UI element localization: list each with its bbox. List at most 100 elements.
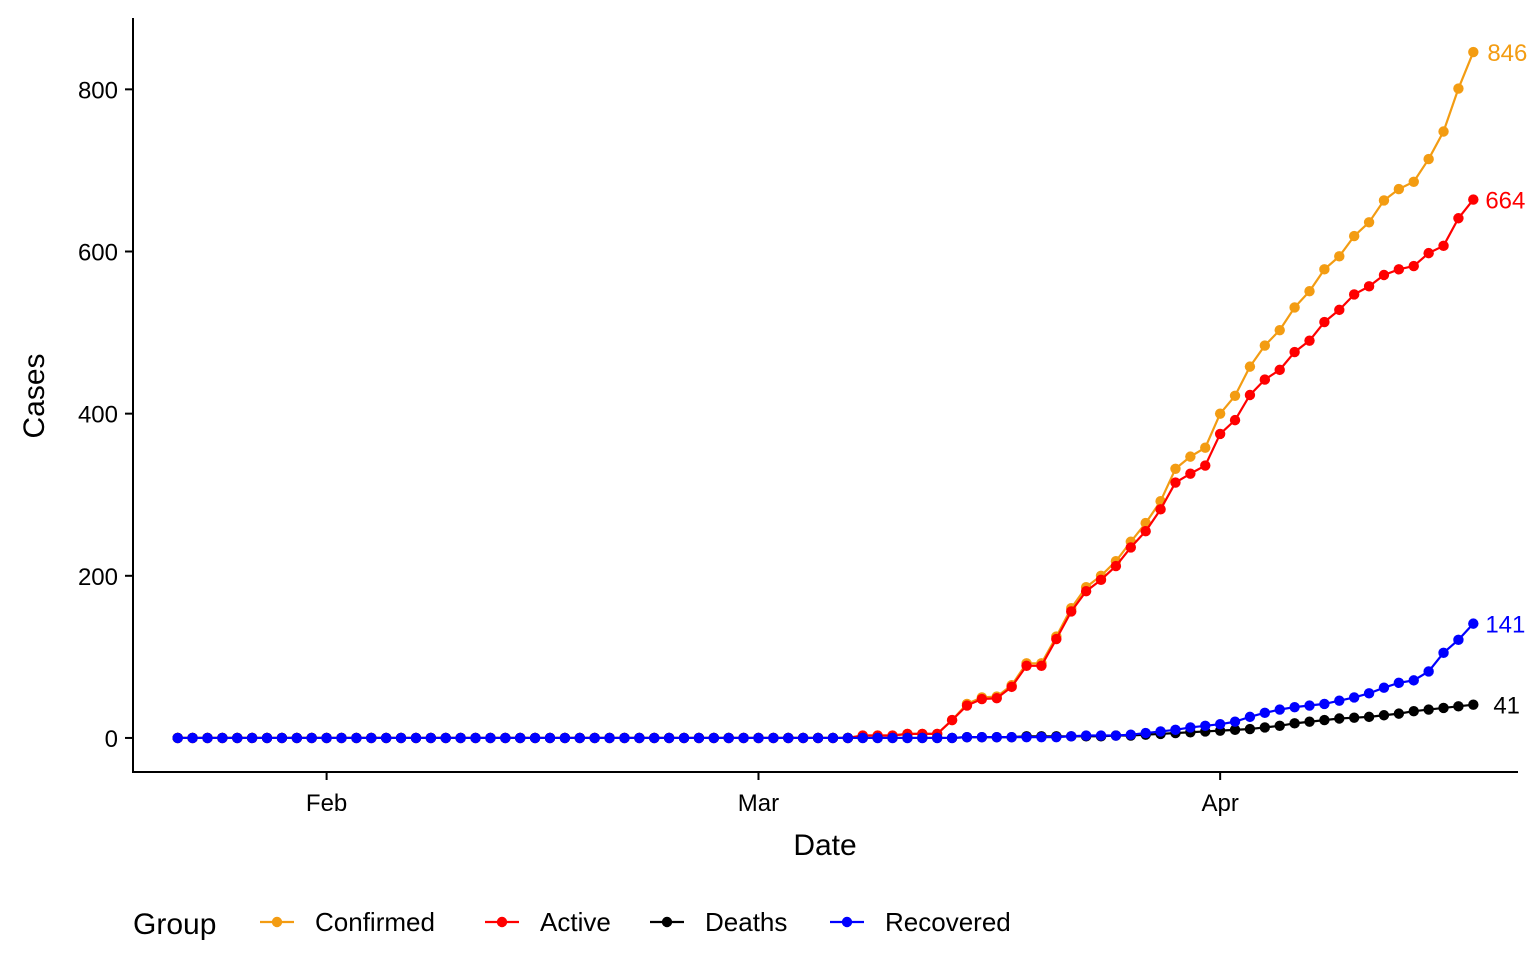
- data-point: [946, 732, 958, 744]
- data-point: [1453, 701, 1464, 712]
- data-point: [1363, 711, 1375, 723]
- y-tick-label: 400: [78, 402, 118, 429]
- data-point: [797, 732, 809, 744]
- legend-key-point: [661, 916, 673, 928]
- data-point: [708, 732, 720, 744]
- data-point: [1021, 731, 1032, 743]
- data-point: [902, 732, 913, 744]
- legend-item-confirmed: Confirmed: [260, 907, 435, 937]
- legend: Group Confirmed Active Deaths Recovered: [133, 907, 1011, 941]
- y-tick-label: 600: [78, 239, 118, 266]
- data-point: [1080, 730, 1092, 741]
- end-value-label: 141: [1485, 612, 1525, 639]
- legend-key-point: [496, 916, 508, 928]
- data-point: [1036, 660, 1047, 671]
- data-point: [1274, 704, 1285, 715]
- data-point: [1259, 374, 1271, 385]
- data-point: [1066, 606, 1077, 617]
- legend-key-point: [841, 916, 853, 928]
- data-point: [1334, 304, 1345, 316]
- data-point: [1110, 730, 1122, 741]
- data-point: [1095, 574, 1107, 586]
- data-point: [1170, 477, 1181, 488]
- data-point: [1244, 361, 1256, 372]
- data-point: [678, 732, 690, 744]
- legend-key-point: [271, 916, 283, 928]
- y-axis-ticks: 0 200 400 600 800: [78, 77, 133, 753]
- legend-label: Active: [540, 907, 611, 937]
- data-point: [842, 732, 854, 744]
- data-point: [1170, 724, 1181, 736]
- data-point: [1229, 716, 1241, 727]
- data-point: [1348, 289, 1360, 300]
- data-point: [306, 732, 317, 744]
- data-point: [1006, 681, 1017, 693]
- data-point: [857, 732, 868, 744]
- data-point: [276, 732, 288, 744]
- end-value-label: 664: [1485, 188, 1525, 215]
- data-point: [1304, 286, 1315, 297]
- data-point: [485, 732, 496, 744]
- data-point: [395, 732, 407, 744]
- data-point: [1319, 264, 1330, 275]
- series-confirmed: 846: [172, 40, 1527, 744]
- data-point: [1304, 716, 1315, 727]
- data-point: [1259, 707, 1271, 719]
- data-point: [604, 732, 615, 744]
- data-point: [425, 732, 437, 744]
- data-point: [366, 732, 377, 744]
- data-point: [1036, 731, 1047, 743]
- data-point: [1066, 731, 1077, 742]
- data-point: [1453, 213, 1464, 224]
- data-point: [291, 732, 303, 744]
- data-point: [1348, 692, 1360, 703]
- data-point: [1229, 724, 1241, 736]
- data-point: [1423, 666, 1434, 677]
- end-value-label: 41: [1493, 693, 1520, 720]
- data-point: [1185, 722, 1196, 733]
- data-point: [768, 732, 779, 744]
- data-point: [1408, 260, 1419, 272]
- data-point: [1378, 195, 1390, 206]
- data-point: [1259, 722, 1271, 733]
- data-point: [351, 732, 362, 744]
- data-point: [1393, 708, 1405, 719]
- data-point: [1438, 702, 1449, 714]
- data-point: [1289, 718, 1300, 729]
- data-point: [649, 732, 660, 744]
- data-point: [321, 732, 332, 744]
- data-point: [1185, 451, 1196, 462]
- data-point: [1423, 704, 1434, 715]
- data-point: [827, 732, 839, 744]
- data-point: [470, 732, 481, 744]
- data-point: [1378, 682, 1390, 693]
- data-point: [1423, 153, 1434, 165]
- data-point: [500, 732, 511, 744]
- y-tick-label: 200: [78, 564, 118, 591]
- data-point: [1244, 711, 1256, 723]
- data-point: [1214, 408, 1226, 419]
- y-axis-title: Cases: [18, 353, 51, 438]
- data-point: [1214, 718, 1226, 730]
- data-point: [1393, 677, 1405, 689]
- data-point: [440, 732, 451, 744]
- data-point: [1125, 729, 1137, 740]
- data-point: [946, 714, 958, 726]
- series-line-active: [177, 198, 1475, 740]
- data-point: [738, 732, 749, 744]
- data-point: [1408, 675, 1419, 686]
- legend-title: Group: [133, 908, 216, 941]
- data-point: [1438, 240, 1449, 252]
- data-point: [172, 732, 183, 744]
- data-point: [380, 732, 392, 744]
- data-point: [187, 732, 198, 744]
- data-point: [1348, 230, 1360, 242]
- data-point: [1021, 660, 1032, 671]
- data-point: [663, 732, 675, 744]
- data-point: [1468, 618, 1479, 629]
- data-point: [1229, 390, 1241, 402]
- data-point: [559, 732, 571, 744]
- data-point: [1334, 251, 1345, 262]
- data-point: [261, 732, 273, 744]
- data-point: [589, 732, 600, 744]
